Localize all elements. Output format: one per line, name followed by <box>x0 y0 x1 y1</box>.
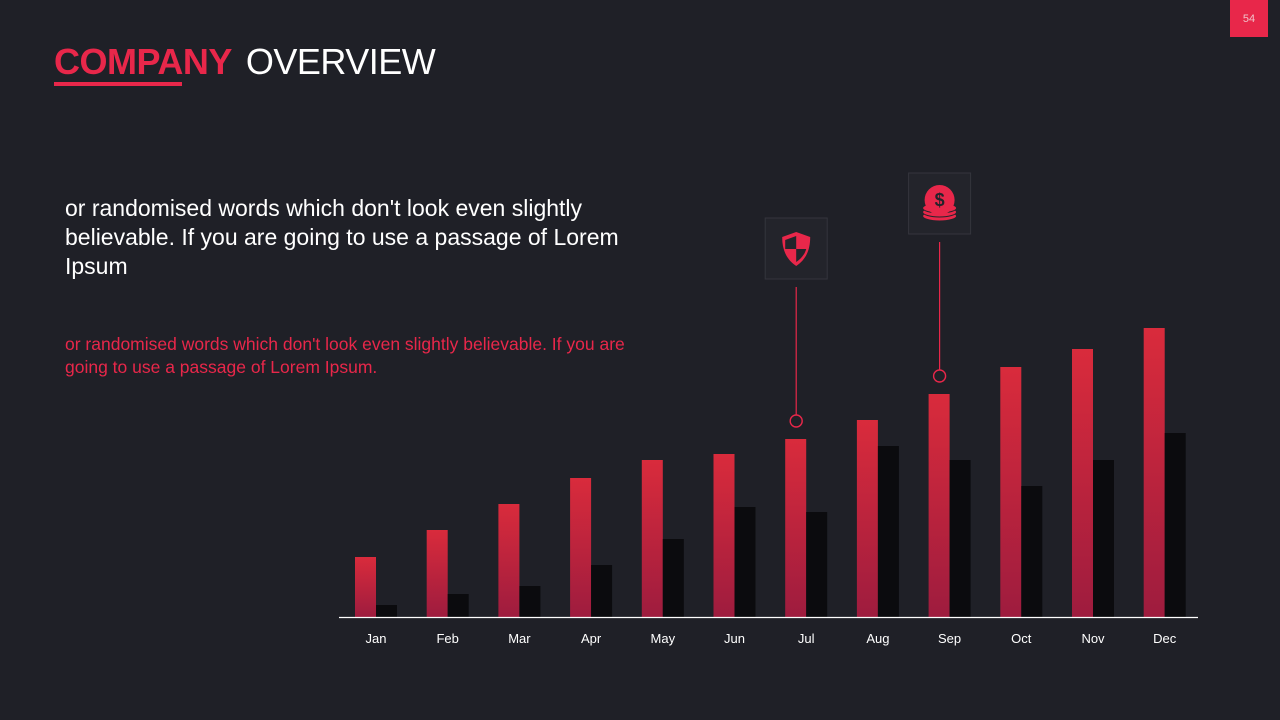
dollar-coins-icon: $ <box>922 185 958 222</box>
x-tick-label-jun: Jun <box>724 631 745 646</box>
bar-series-1-oct <box>1000 367 1022 617</box>
x-tick-label-may: May <box>651 631 676 646</box>
bar-series-2-apr <box>591 565 613 617</box>
shield-icon <box>782 232 811 266</box>
x-tick-label-jan: Jan <box>366 631 387 646</box>
bar-series-1-mar <box>498 504 520 617</box>
slide-number: 54 <box>1242 12 1256 25</box>
bar-series-2-feb <box>447 594 469 617</box>
title-underline <box>54 82 182 86</box>
lead-paragraph: or randomised words which don't look eve… <box>65 195 619 279</box>
x-tick-label-feb: Feb <box>436 631 458 646</box>
x-tick-label-dec: Dec <box>1153 631 1177 646</box>
x-tick-label-mar: Mar <box>508 631 531 646</box>
dollar-sign: $ <box>935 190 945 210</box>
bar-series-2-nov <box>1093 460 1114 617</box>
x-tick-label-aug: Aug <box>866 631 889 646</box>
annotation-jul <box>764 217 828 428</box>
shield-quadrant-bottom-right <box>796 249 807 262</box>
x-tick-label-sep: Sep <box>938 631 961 646</box>
bar-series-1-sep <box>928 394 950 617</box>
bar-series-2-jun <box>734 507 756 617</box>
bar-series-2-may <box>662 539 684 617</box>
x-tick-label-jul: Jul <box>798 631 815 646</box>
page-title: COMPANY OVERVIEW <box>54 40 436 84</box>
bar-series-1-aug <box>856 420 878 617</box>
bar-series-2-dec <box>1164 433 1186 617</box>
annotation-marker-circle <box>789 414 803 428</box>
bar-series-2-oct <box>1021 486 1043 617</box>
title-bold: COMPANY <box>54 41 232 82</box>
bar-series-2-jan <box>376 605 397 617</box>
slide-number-badge: 54 <box>1230 0 1268 37</box>
annotation-marker-circle <box>932 369 947 383</box>
bar-series-1-feb <box>426 530 448 617</box>
bar-series-1-nov <box>1072 349 1093 617</box>
title-light: OVERVIEW <box>245 41 436 82</box>
shield-quadrant-top-left <box>785 236 797 249</box>
bar-series-2-mar <box>519 586 541 617</box>
sub-paragraph: or randomised words which don't look eve… <box>65 334 625 377</box>
annotation-sep: $ <box>908 172 972 383</box>
bar-series-1-dec <box>1143 328 1165 617</box>
bar-series-1-jan <box>355 557 376 617</box>
x-tick-label-oct: Oct <box>1011 631 1032 646</box>
x-tick-label-apr: Apr <box>581 631 602 646</box>
bar-series-2-sep <box>949 460 971 617</box>
bar-series-1-may <box>641 460 663 617</box>
bar-series-2-jul <box>806 512 828 617</box>
bar-series-1-apr <box>570 478 592 617</box>
coin-face <box>924 185 955 215</box>
bar-series-1-jul <box>785 439 807 617</box>
x-tick-label-nov: Nov <box>1081 631 1105 646</box>
bar-series-2-aug <box>877 446 899 617</box>
bar-series-1-jun <box>713 454 735 617</box>
